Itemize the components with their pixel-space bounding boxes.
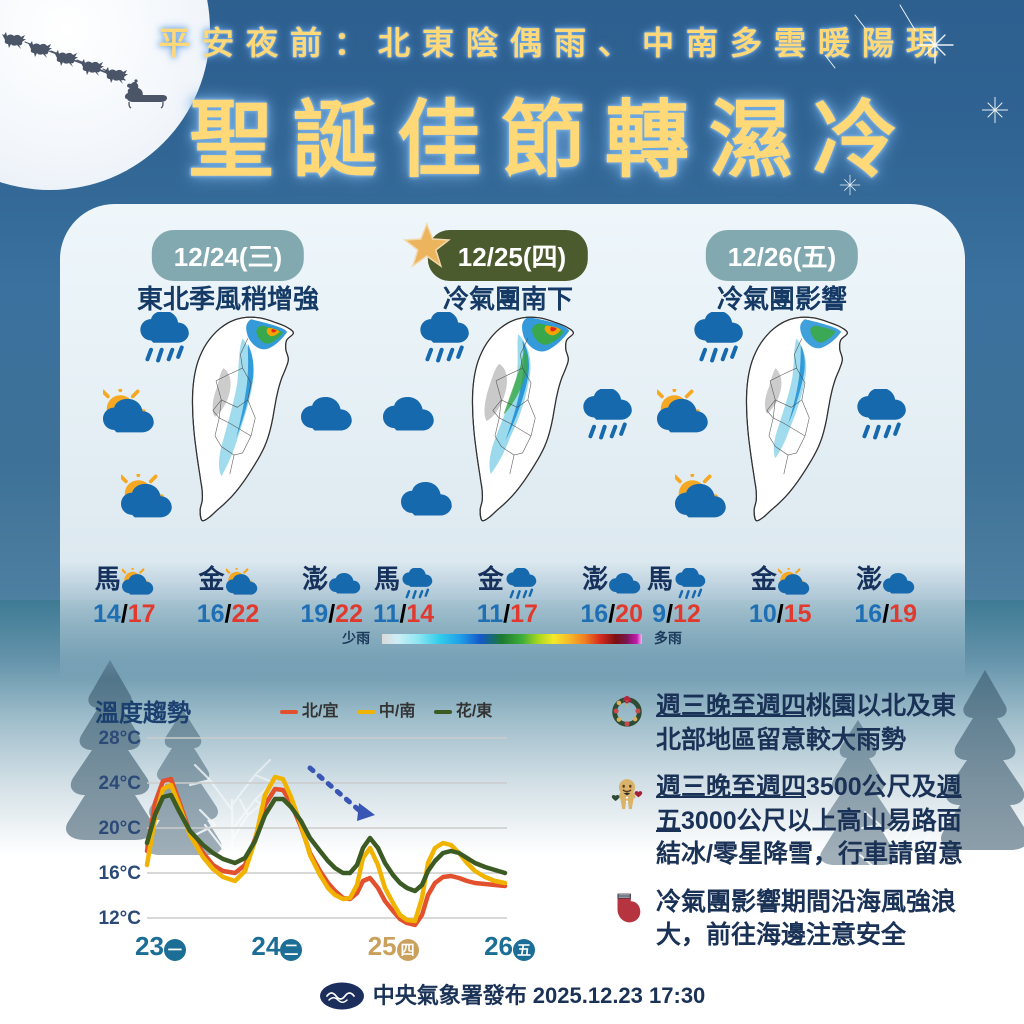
svg-text:24°C: 24°C — [99, 773, 142, 794]
svg-text:12°C: 12°C — [99, 908, 142, 929]
svg-text:20°C: 20°C — [99, 818, 142, 839]
svg-text:28°C: 28°C — [99, 728, 142, 749]
svg-text:16°C: 16°C — [99, 863, 142, 884]
